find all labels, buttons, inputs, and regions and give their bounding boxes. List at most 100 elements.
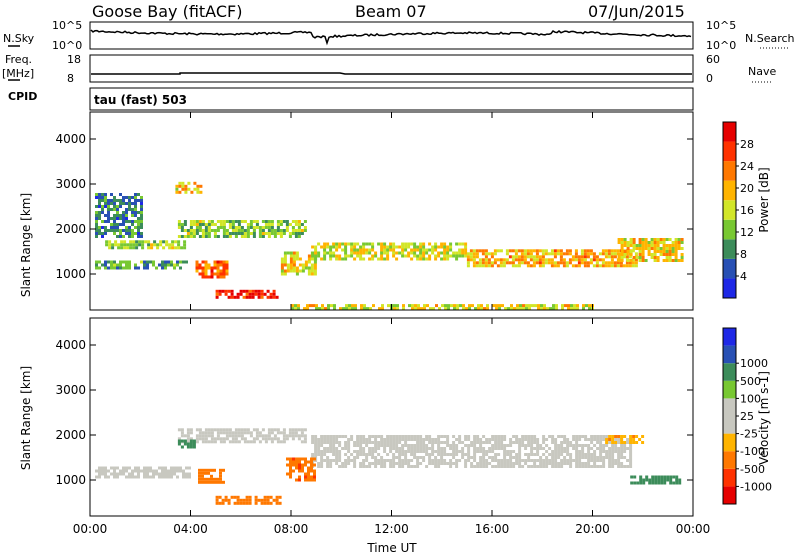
noise-sky-label: N.Sky — [3, 32, 35, 45]
cpid-label: CPID — [8, 90, 37, 103]
colorbar-swatch — [723, 363, 736, 381]
colorbar-tick-label: -1000 — [740, 480, 772, 493]
power-scatter-region — [95, 193, 143, 238]
velocity-scatter-region — [605, 435, 645, 444]
y-tick-label: 1000 — [55, 473, 86, 487]
noise-sky-trace — [90, 29, 692, 46]
freq-panel: Freq. [MHz] 18 8 60 0 Nave — [2, 53, 776, 85]
y-tick-label: 4000 — [55, 132, 86, 146]
y-tick-label: 3000 — [55, 177, 86, 191]
colorbar-swatch — [723, 398, 736, 416]
power-colorbar-label: Power [dB] — [757, 167, 771, 232]
power-scatter-region — [617, 238, 684, 262]
colorbar-swatch — [723, 141, 736, 162]
noise-left-tick-bottom: 10^0 — [52, 39, 82, 52]
colorbar-swatch — [723, 416, 736, 434]
x-tick-label: 12:00 — [374, 522, 409, 536]
colorbar-swatch — [723, 219, 736, 240]
colorbar-swatch — [723, 380, 736, 399]
colorbar-swatch — [723, 278, 736, 298]
velocity-scatter-region — [177, 439, 196, 449]
colorbar-swatch — [723, 433, 736, 452]
y-tick-label: 4000 — [55, 338, 86, 352]
time-axis-label: Time UT — [366, 541, 417, 554]
velocity-y-ticks: 1000 2000 3000 4000 — [55, 318, 694, 516]
x-tick-label: 08:00 — [274, 522, 309, 536]
freq-label: Freq. — [5, 53, 32, 66]
colorbar-tick-label: 1000 — [740, 357, 768, 370]
colorbar-tick-label: 16 — [740, 204, 754, 217]
power-scatter-region — [105, 240, 187, 250]
y-tick-label: 2000 — [55, 222, 86, 236]
velocity-scatter-region — [215, 495, 282, 505]
power-scatter-region — [215, 289, 279, 299]
colorbar-swatch — [723, 161, 736, 181]
colorbar-swatch — [723, 258, 736, 279]
colorbar-swatch — [723, 345, 736, 364]
nave-label: Nave — [748, 65, 776, 78]
noise-right-tick-bottom: 10^0 — [706, 39, 736, 52]
cpid-value: tau (fast) 503 — [94, 93, 187, 107]
velocity-scatter-region — [95, 466, 191, 479]
nave-tick-bottom: 0 — [706, 72, 713, 85]
power-scatter-region — [466, 249, 638, 268]
date-title: 07/Jun/2015 — [588, 2, 685, 21]
cpid-panel: CPID tau (fast) 503 — [8, 87, 694, 111]
velocity-colorbar-label: Velocity [m s-1] — [757, 371, 771, 465]
velocity-heatmap — [95, 428, 682, 505]
x-tick-label: 00:00 — [676, 522, 711, 536]
freq-tick-bottom: 8 — [67, 72, 74, 85]
time-axis: 00:00 04:00 08:00 12:00 16:00 20:00 00:00 — [73, 522, 711, 536]
velocity-scatter-region — [177, 428, 307, 444]
colorbar-swatch — [723, 451, 736, 469]
x-tick-label: 00:00 — [73, 522, 108, 536]
power-scatter-region — [195, 260, 229, 279]
beam-title: Beam 07 — [355, 2, 427, 21]
colorbar-swatch — [723, 122, 736, 142]
power-panel: 1000 2000 3000 4000 Slant Range [km] 4 8 12 16… — [19, 111, 771, 311]
colorbar-tick-label: -25 — [740, 428, 758, 441]
freq-trace — [91, 72, 692, 75]
noise-search-label: N.Search — [745, 32, 795, 45]
colorbar-tick-label: -100 — [740, 445, 765, 458]
x-tick-label: 20:00 — [575, 522, 610, 536]
colorbar-tick-label: 4 — [740, 270, 747, 283]
noise-left-tick-top: 10^5 — [52, 19, 82, 32]
colorbar-swatch — [723, 200, 736, 220]
y-tick-label: 3000 — [55, 383, 86, 397]
y-tick-label: 1000 — [55, 267, 86, 281]
power-scatter-region — [311, 242, 468, 261]
power-scatter-region — [95, 260, 188, 270]
nave-tick-top: 60 — [706, 53, 720, 66]
colorbar-tick-label: 100 — [740, 392, 761, 405]
power-y-label: Slant Range [km] — [19, 193, 33, 297]
colorbar-tick-label: 12 — [740, 226, 754, 239]
power-scatter-region — [177, 220, 307, 238]
colorbar-swatch — [723, 468, 736, 487]
colorbar-tick-label: 28 — [740, 138, 754, 151]
colorbar-tick-label: 8 — [740, 248, 747, 261]
velocity-scatter-region — [198, 468, 225, 484]
power-y-ticks: 1000 2000 3000 4000 — [55, 112, 694, 310]
velocity-scatter-region — [311, 435, 633, 468]
power-scatter-region — [291, 304, 594, 311]
colorbar-tick-label: 20 — [740, 182, 754, 195]
velocity-colorbar: -1000 -500 -100 -25 25 100 500 1000 — [722, 327, 772, 505]
noise-right-tick-top: 10^5 — [706, 19, 736, 32]
colorbar-swatch — [723, 328, 736, 346]
freq-tick-top: 18 — [67, 53, 81, 66]
colorbar-tick-label: 500 — [740, 375, 761, 388]
power-heatmap — [95, 181, 684, 311]
power-scatter-region — [175, 181, 203, 194]
colorbar-tick-label: 25 — [740, 410, 754, 423]
colorbar-swatch — [723, 239, 736, 259]
velocity-scatter-region — [286, 457, 316, 482]
power-colorbar: 4 8 12 16 20 24 28 — [722, 121, 754, 299]
y-tick-label: 2000 — [55, 428, 86, 442]
x-tick-label: 16:00 — [475, 522, 510, 536]
colorbar-tick-label: -500 — [740, 463, 765, 476]
colorbar-swatch — [723, 180, 736, 201]
velocity-scatter-region — [630, 475, 682, 485]
